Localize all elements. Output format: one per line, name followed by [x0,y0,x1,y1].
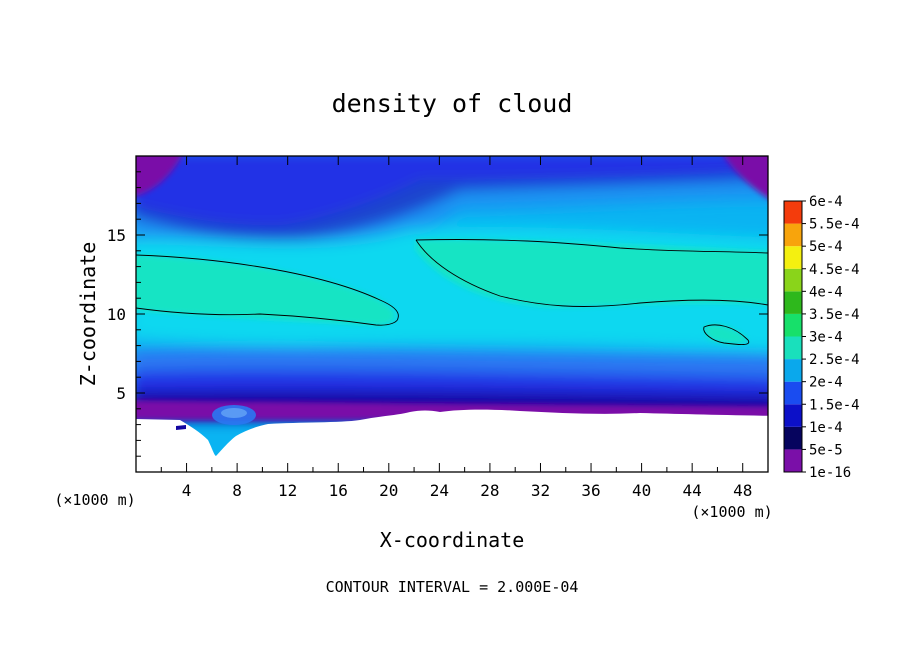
field-layer-corner-right [723,156,768,199]
x-tick-label: 32 [531,481,550,500]
x-unit-left: (×1000 m) [54,491,135,509]
y-axis-ticks: 5 10 15 [107,171,768,457]
colorbar-label: 4e-4 [809,284,843,300]
contour-right-lower [415,239,768,307]
contour-left-lower [136,307,399,326]
field-layer-corner-left [136,156,182,197]
x-axis-label: X-coordinate [380,528,525,552]
colorbar-label: 6e-4 [809,194,843,210]
x-tick-label: 44 [683,481,702,500]
colorbar-swatch [784,223,802,247]
colorbar-label: 4.5e-4 [809,262,860,278]
colorbar-label: 5e-4 [809,239,843,255]
x-tick-label: 36 [581,481,600,500]
contour-lines [136,239,768,345]
colorbar-label: 1e-16 [809,465,851,481]
x-tick-label: 20 [379,481,398,500]
y-tick-label: 15 [107,226,126,245]
colorbar-label: 3e-4 [809,330,843,346]
colorbar-swatch [784,449,802,472]
colorbar-swatch [784,313,802,337]
terrain-spot [176,425,186,430]
heatmap-field [136,156,768,472]
contour-interval-note: CONTOUR INTERVAL = 2.000E-04 [326,578,579,596]
contour-right-upper [415,239,768,254]
colorbar-label: 1e-4 [809,420,843,436]
x-tick-label: 24 [430,481,449,500]
colorbar-swatch [784,426,802,450]
x-tick-label: 8 [232,481,242,500]
colorbar-label: 2.5e-4 [809,352,860,368]
x-unit-right: (×1000 m) [691,503,772,521]
x-tick-label: 28 [480,481,499,500]
colorbar-swatch [784,268,802,292]
colorbar-swatch [784,381,802,405]
colorbar-label: 5.5e-4 [809,217,860,233]
colorbar-label: 2e-4 [809,375,843,391]
field-layer-upper-blue2 [136,156,768,226]
x-axis-ticks: 4 8 12 16 20 24 28 32 36 40 44 48 [160,156,752,500]
field-layer-teal-left [136,255,395,325]
x-tick-label: 48 [733,481,752,500]
x-tick-label: 16 [329,481,348,500]
field-layer-teal-small [704,324,748,344]
y-tick-label: 5 [116,384,126,403]
x-tick-label: 40 [632,481,651,500]
y-axis-label: Z-coordinate [76,242,100,387]
colorbar-swatch [784,201,802,224]
colorbar: 1e-16 5e-5 1e-4 1.5e-4 2e-4 2.5e-4 3e-4 3.5e-4 4… [783,194,860,481]
colorbar-label: 3.5e-4 [809,307,860,323]
field-layer-teal-right [416,239,768,307]
x-tick-label: 4 [182,481,192,500]
x-tick-label: 12 [278,481,297,500]
y-tick-label: 10 [107,305,126,324]
contour-small-loop [703,324,750,345]
colorbar-label: 1.5e-4 [809,397,860,413]
terrain-mask [136,409,768,472]
chart-title: density of cloud [332,89,573,118]
colorbar-label: 5e-5 [809,442,843,458]
colorbar-swatch [784,336,802,360]
contour-left-upper [136,254,399,319]
field-layer-bubble-core [221,408,247,418]
colorbar-swatch [784,404,802,427]
colorbar-swatch [784,246,802,269]
colorbar-swatch [784,291,802,314]
colorbar-swatch [784,359,802,382]
